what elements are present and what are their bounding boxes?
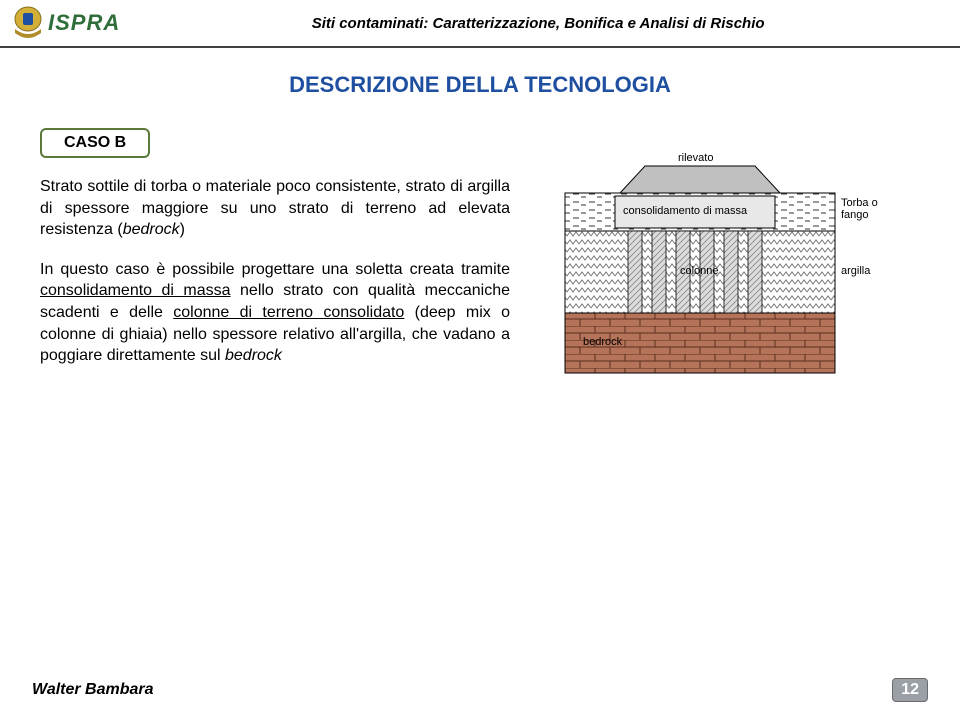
p1-pre: Strato sottile di torba o materiale poco… bbox=[40, 178, 510, 238]
footer-author: Walter Bambara bbox=[32, 681, 154, 699]
label-torba: Torba o fango bbox=[841, 197, 896, 221]
label-rilevato: rilevato bbox=[678, 152, 713, 164]
label-colonne: colonne bbox=[680, 265, 719, 277]
left-column: CASO B Strato sottile di torba o materia… bbox=[40, 128, 510, 418]
paragraph-1: Strato sottile di torba o materiale poco… bbox=[40, 176, 510, 241]
caso-box: CASO B bbox=[40, 128, 150, 158]
main-title: DESCRIZIONE DELLA TECNOLOGIA bbox=[0, 72, 960, 98]
paragraph-2: In questo caso è possibile progettare un… bbox=[40, 259, 510, 367]
label-argilla: argilla bbox=[841, 265, 870, 277]
diagram: rilevato consolidamento di massa colonne… bbox=[555, 158, 905, 418]
p2-pre: In questo caso è possibile progettare un… bbox=[40, 261, 510, 278]
p2-u1: consolidamento di massa bbox=[40, 282, 231, 299]
emblem-icon bbox=[12, 5, 44, 41]
logo-text: ISPRA bbox=[48, 10, 120, 36]
p1-post: ) bbox=[180, 221, 185, 238]
label-consolidamento: consolidamento di massa bbox=[623, 205, 747, 217]
header-title: Siti contaminati: Caratterizzazione, Bon… bbox=[128, 15, 948, 32]
page-number: 12 bbox=[892, 678, 928, 702]
p2-italic: bedrock bbox=[225, 347, 282, 364]
right-column: rilevato consolidamento di massa colonne… bbox=[540, 128, 920, 418]
p2-u2: colonne di terreno consolidato bbox=[173, 304, 404, 321]
logo: ISPRA bbox=[12, 5, 120, 41]
p1-italic: bedrock bbox=[123, 221, 180, 238]
header: ISPRA Siti contaminati: Caratterizzazion… bbox=[0, 0, 960, 48]
footer: Walter Bambara 12 bbox=[0, 678, 960, 702]
content: CASO B Strato sottile di torba o materia… bbox=[0, 98, 960, 418]
label-bedrock: bedrock bbox=[583, 336, 622, 348]
